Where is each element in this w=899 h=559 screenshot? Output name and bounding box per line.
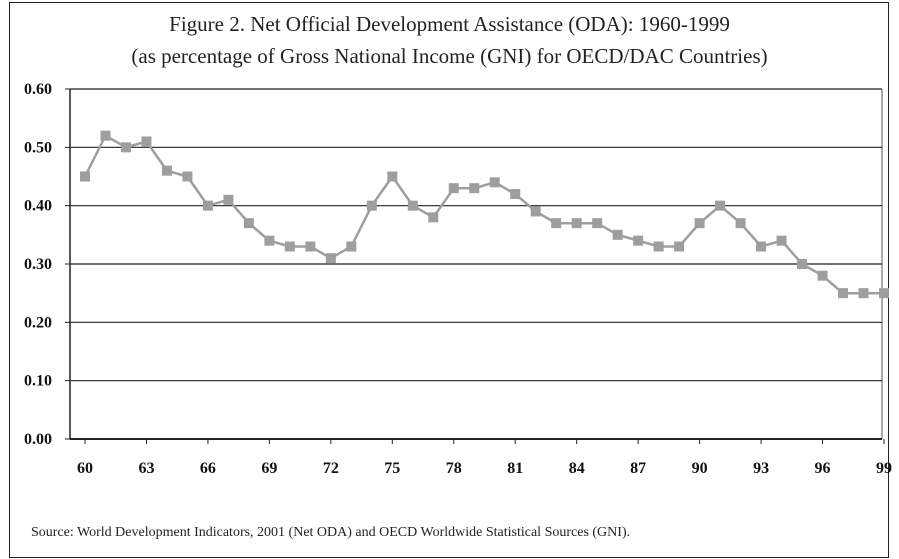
x-tick-label: 69 <box>261 460 277 477</box>
data-point <box>571 218 582 229</box>
data-point <box>530 206 541 217</box>
series-line <box>83 133 884 295</box>
y-tick-label: 0.40 <box>24 198 52 215</box>
data-point <box>858 288 869 299</box>
data-point <box>387 171 398 182</box>
chart-source-note: Source: World Development Indicators, 20… <box>31 525 631 540</box>
y-tick-label: 0.20 <box>24 314 52 331</box>
data-point <box>325 253 336 264</box>
data-point <box>366 200 377 211</box>
data-point <box>407 200 418 211</box>
data-point <box>428 212 439 223</box>
data-point <box>141 136 152 147</box>
y-tick-label: 0.00 <box>24 431 52 448</box>
data-point <box>612 229 623 240</box>
x-tick-label: 99 <box>876 460 892 477</box>
data-point <box>489 177 500 188</box>
y-tick-label: 0.60 <box>24 81 52 98</box>
y-tick-label: 0.10 <box>24 373 52 390</box>
data-point <box>80 171 90 182</box>
data-point <box>305 241 316 252</box>
data-point <box>715 200 726 211</box>
x-tick-label: 72 <box>323 460 339 477</box>
data-point <box>243 218 254 229</box>
data-point <box>674 241 685 252</box>
y-tick-label: 0.30 <box>24 256 52 273</box>
data-point <box>551 218 562 229</box>
data-point <box>510 189 521 199</box>
x-tick-label: 81 <box>507 460 523 477</box>
data-point <box>817 270 828 281</box>
data-point <box>633 235 644 246</box>
data-point <box>797 259 808 269</box>
data-point <box>653 241 664 252</box>
chart-subtitle: (as percentage of Gross National Income … <box>131 44 768 68</box>
data-point <box>346 241 357 252</box>
data-point <box>776 235 787 246</box>
x-tick-label: 78 <box>446 460 462 477</box>
data-point <box>100 130 111 141</box>
x-tick-label: 96 <box>815 460 831 477</box>
data-point <box>592 218 603 229</box>
data-point <box>469 183 480 194</box>
data-point <box>735 218 746 229</box>
x-tick-label: 63 <box>138 460 154 477</box>
data-point <box>202 200 213 211</box>
y-tick-label: 0.50 <box>24 139 52 156</box>
x-tick-label: 75 <box>384 460 400 477</box>
data-point <box>694 218 705 229</box>
x-tick-label: 66 <box>200 460 216 477</box>
x-tick-label: 90 <box>692 460 708 477</box>
data-point <box>756 241 767 252</box>
x-tick-label: 93 <box>753 460 769 477</box>
data-point <box>879 288 889 299</box>
data-point <box>120 142 131 153</box>
data-point <box>223 194 234 205</box>
x-tick-label: 84 <box>569 460 585 477</box>
chart-title: Figure 2. Net Official Development Assis… <box>169 12 730 36</box>
x-tick-label: 87 <box>630 460 646 477</box>
data-point <box>838 288 849 299</box>
figure-frame <box>9 2 889 558</box>
data-point <box>448 183 459 194</box>
data-point <box>161 165 172 176</box>
data-point <box>182 171 193 182</box>
data-point <box>264 235 275 246</box>
x-tick-label: 60 <box>77 460 93 477</box>
data-point <box>284 241 295 252</box>
